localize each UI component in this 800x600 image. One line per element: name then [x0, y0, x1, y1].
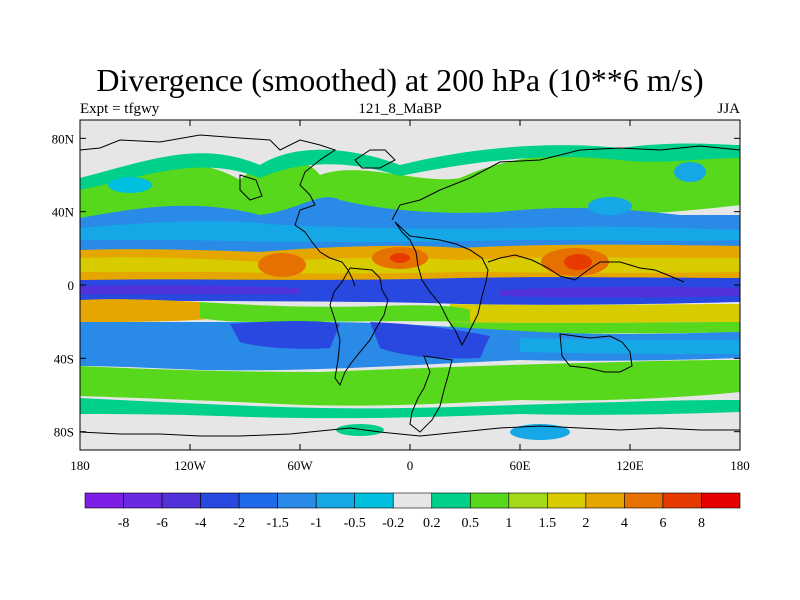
field-band	[80, 398, 740, 419]
field-band	[370, 322, 490, 359]
x-tick-label: 180	[730, 458, 750, 473]
x-tick-label: 180	[70, 458, 90, 473]
field-band	[80, 277, 740, 305]
field-patch	[108, 177, 152, 193]
x-tick-label: 120E	[616, 458, 644, 473]
colorbar-swatch	[392, 492, 433, 509]
field-band	[450, 322, 740, 334]
colorbar-label: -4	[195, 516, 207, 531]
field-band	[80, 221, 740, 242]
colorbar-label: -2	[233, 516, 245, 531]
colorbar-label: -1.5	[267, 516, 289, 531]
colorbar-swatch	[354, 492, 394, 509]
colorbar-label: -0.5	[344, 516, 366, 531]
x-tick-label: 60W	[287, 458, 313, 473]
y-tick-label: 0	[68, 278, 75, 293]
field-band	[80, 197, 740, 256]
colorbar-label: 0.5	[462, 516, 480, 531]
colorbar: -8 -6 -4 -2 -1.5 -1 -0.5 -0.2 0.2 0.5 1 1.5 2 4 6 8	[84, 492, 741, 531]
field-band	[200, 302, 470, 322]
colorbar-swatch	[701, 492, 741, 509]
colorbar-label: -0.2	[382, 516, 404, 531]
colorbar-swatch	[469, 492, 510, 509]
plot-area	[80, 120, 740, 450]
run-label: 121_8_MaBP	[358, 101, 442, 117]
field-peak	[258, 253, 306, 277]
colorbar-swatch	[547, 492, 587, 509]
chart-title: Divergence (smoothed) at 200 hPa (10**6 …	[96, 62, 704, 98]
field-patch	[588, 197, 632, 215]
y-tick-label: 80S	[54, 425, 74, 440]
colorbar-swatch	[662, 492, 702, 509]
coastlines	[80, 134, 740, 437]
colorbar-label: 1.5	[539, 516, 557, 531]
x-tick-label: 60E	[510, 458, 531, 473]
colorbar-label: -1	[310, 516, 322, 531]
field-band	[500, 286, 740, 298]
colorbar-swatch	[624, 492, 664, 509]
field-band	[80, 150, 740, 227]
colorbar-label: 6	[659, 516, 666, 531]
colorbar-swatch	[123, 492, 163, 509]
field-patch	[336, 424, 384, 436]
colorbar-label: -6	[156, 516, 168, 531]
colorbar-label: 4	[621, 516, 628, 531]
colorbar-label: 1	[505, 516, 512, 531]
colorbar-label: 2	[582, 516, 589, 531]
field-band	[80, 143, 740, 190]
field-band	[230, 321, 340, 349]
colorbar-label: 0.2	[423, 516, 441, 531]
colorbar-swatch	[161, 492, 201, 509]
colorbar-swatch	[431, 492, 471, 509]
y-axis: 80N 40N 0 40S 80S	[52, 131, 740, 440]
field-band	[80, 360, 740, 406]
colorbar-swatch	[277, 492, 317, 509]
y-tick-label: 40S	[54, 351, 74, 366]
field-band	[450, 304, 740, 323]
colorbar-swatch	[585, 492, 625, 509]
colorbar-swatch	[315, 492, 356, 509]
colorbar-label: -8	[118, 516, 130, 531]
colorbar-swatch	[508, 492, 548, 509]
x-axis: 180 120W 60W 0 60E 120E 180	[70, 120, 750, 473]
colorbar-swatch	[238, 492, 278, 509]
x-tick-label: 120W	[174, 458, 207, 473]
field-band	[80, 299, 220, 322]
y-tick-label: 40N	[52, 205, 75, 220]
colorbar-swatch	[200, 492, 240, 509]
colorbar-label: 8	[698, 516, 705, 531]
colorbar-swatch	[84, 492, 124, 509]
field-band	[520, 338, 740, 354]
y-tick-label: 80N	[52, 131, 75, 146]
field-band	[80, 285, 300, 294]
field-peak	[564, 254, 592, 270]
field-peak	[390, 253, 410, 263]
season-label: JJA	[717, 101, 740, 117]
field-patch	[510, 424, 570, 440]
field-patch	[674, 162, 706, 182]
x-tick-label: 0	[407, 458, 414, 473]
experiment-label: Expt = tfgwy	[80, 101, 160, 117]
